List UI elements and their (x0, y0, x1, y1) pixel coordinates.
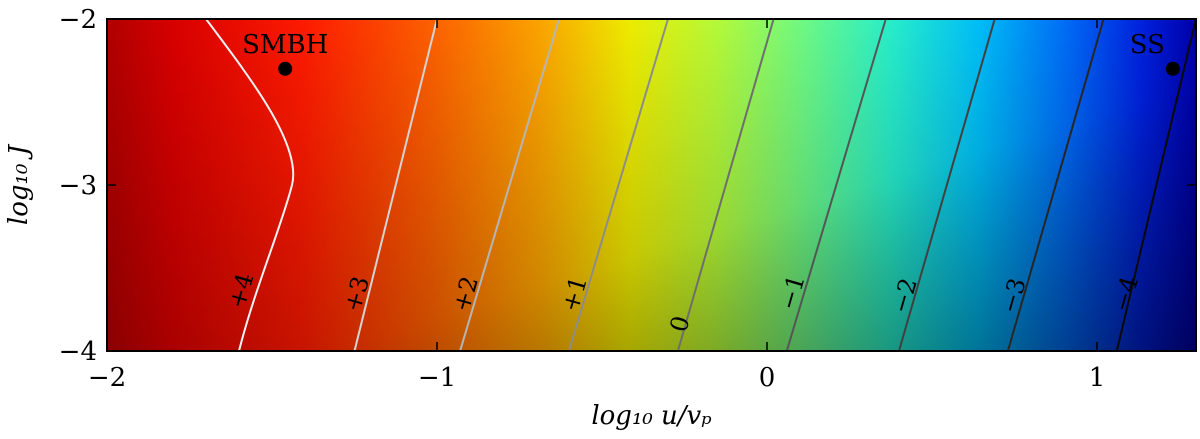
y-tick-label-1: −3 (59, 171, 97, 201)
point-label-smbh: SMBH (242, 30, 328, 60)
contour-line-5 (785, 19, 887, 351)
contour-line-3 (568, 19, 669, 351)
x-tick-label-3: 1 (1089, 363, 1106, 393)
y-tick-label-2: −4 (59, 337, 97, 367)
contour-line-6 (898, 19, 996, 351)
contour-label-4: 0 (665, 313, 696, 335)
x-tick-label-2: 0 (759, 363, 776, 393)
contour-line-2 (459, 19, 561, 351)
contour-line-7 (1006, 19, 1105, 351)
y-axis-label: log₁₀ J (4, 143, 34, 225)
point-label-ss: SS (1130, 30, 1165, 60)
x-tick-label-0: −2 (88, 363, 126, 393)
contour-line-1 (353, 19, 438, 351)
contour-line-0 (205, 19, 295, 351)
contour-line-8 (1115, 19, 1196, 351)
x-tick-label-1: −1 (418, 363, 456, 393)
y-tick-label-0: −2 (59, 5, 97, 35)
plot-area: +4 +3 +2 +10−1 −2 −3 −4 SMBH SS (106, 18, 1197, 352)
contour-line-4 (676, 19, 775, 351)
point-marker-ss (1165, 61, 1180, 76)
heatmap-shading-left (107, 19, 1196, 351)
point-marker-smbh (278, 61, 293, 76)
x-axis-label: log₁₀ u/vₚ (591, 401, 711, 431)
